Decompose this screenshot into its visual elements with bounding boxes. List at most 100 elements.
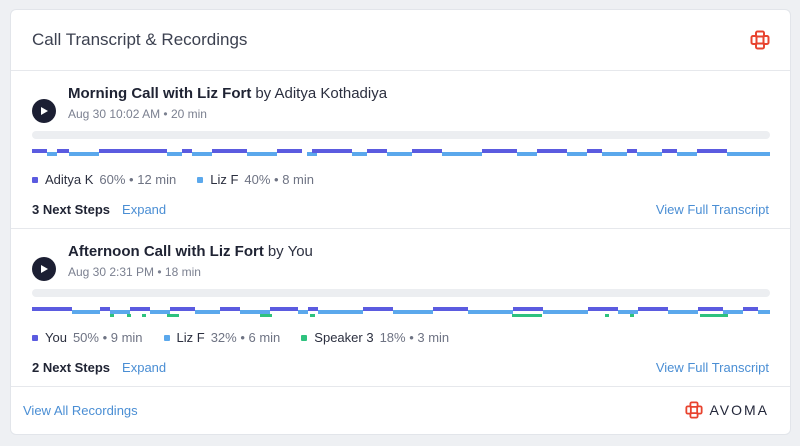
speaker-segment	[537, 149, 567, 153]
speaker-segment	[308, 307, 318, 311]
legend-item: Speaker 3 18% • 3 min	[301, 330, 449, 345]
call-transcript-card: Call Transcript & Recordings Morning Cal…	[10, 9, 791, 435]
speaker-segment	[363, 307, 393, 311]
speaker-segment	[700, 314, 728, 317]
speaker-segment	[47, 152, 57, 156]
speaker-segment	[698, 307, 723, 311]
speaker-segment	[182, 149, 192, 153]
speaker-segment	[220, 307, 240, 311]
speaker-legend: Aditya K 60% • 12 min Liz F 40% • 8 min	[32, 172, 335, 187]
call-footer-row: 3 Next Steps Expand View Full Transcript	[32, 202, 769, 217]
speaker-segment	[468, 310, 513, 314]
play-button[interactable]	[32, 257, 56, 281]
speaker-legend: You 50% • 9 min Liz F 32% • 6 min Speake…	[32, 330, 470, 345]
speaker-segment	[170, 307, 195, 311]
speaker-name: Speaker 3	[314, 330, 374, 345]
avoma-logo-icon	[685, 401, 704, 419]
speaker-segment	[142, 314, 146, 317]
speaker-name: Aditya K	[45, 172, 94, 187]
speaker-segment	[212, 149, 247, 153]
view-full-transcript-link[interactable]: View Full Transcript	[655, 360, 769, 375]
speaker-segment	[150, 310, 170, 314]
call-owner: by You	[267, 243, 313, 260]
speaker-segment	[638, 307, 668, 311]
speaker-segment	[312, 149, 352, 153]
speaker-segment	[513, 307, 543, 311]
avoma-logo-icon	[750, 30, 770, 50]
speaker-segment	[195, 310, 220, 314]
view-full-transcript-link[interactable]: View Full Transcript	[655, 202, 769, 217]
call-item-morning: Morning Call with Liz Fort by Aditya Koth…	[11, 71, 790, 229]
next-steps-count: 3 Next Steps	[32, 202, 111, 217]
speaker-segment	[69, 152, 99, 156]
speaker-segment	[433, 307, 468, 311]
speaker-color-swatch	[163, 334, 170, 341]
speaker-segment	[110, 310, 130, 314]
speaker-segment	[127, 314, 131, 317]
speaker-segment	[567, 152, 587, 156]
speaker-segment	[588, 307, 618, 311]
call-title[interactable]: Afternoon Call with Liz Fort	[68, 243, 264, 260]
brand-logo: AVOMA	[685, 401, 769, 419]
speaker-segment	[240, 310, 270, 314]
speaker-color-swatch	[32, 334, 38, 341]
speaker-name: Liz F	[176, 330, 205, 345]
speaker-segment	[260, 314, 272, 317]
call-owner: by Aditya Kothadiya	[255, 85, 388, 102]
speaker-segment	[57, 149, 69, 153]
speaker-segment	[32, 149, 47, 153]
speaker-segment	[270, 307, 298, 311]
legend-item: Aditya K 60% • 12 min	[32, 172, 176, 187]
play-button[interactable]	[32, 99, 56, 123]
speaker-segment	[758, 310, 770, 314]
speaker-segment	[677, 152, 697, 156]
speaker-color-swatch	[197, 176, 204, 183]
speaker-segment	[307, 152, 317, 156]
call-title-row: Afternoon Call with Liz Fort by You	[68, 243, 313, 260]
speaker-segment	[662, 149, 677, 153]
speaker-segment	[247, 152, 277, 156]
call-meta: Aug 30 2:31 PM • 18 min	[68, 265, 201, 279]
speaker-segment	[482, 149, 517, 153]
speaker-segment	[587, 149, 602, 153]
speaker-segment	[723, 310, 743, 314]
speaker-stat: 32% • 6 min	[210, 330, 281, 345]
speaker-segment	[277, 149, 302, 153]
playback-progress-track[interactable]	[32, 289, 770, 297]
speaker-segment	[167, 152, 182, 156]
play-icon	[41, 265, 48, 273]
speaker-timeline[interactable]	[32, 149, 770, 159]
speaker-name: Liz F	[210, 172, 239, 187]
speaker-segment	[298, 310, 308, 314]
view-all-recordings-link[interactable]: View All Recordings	[23, 402, 138, 418]
speaker-stat: 40% • 8 min	[244, 172, 315, 187]
speaker-segment	[167, 314, 179, 317]
legend-item: You 50% • 9 min	[32, 330, 143, 345]
speaker-stat: 18% • 3 min	[379, 330, 450, 345]
speaker-color-swatch	[32, 176, 38, 183]
speaker-segment	[367, 149, 387, 153]
speaker-segment	[100, 307, 110, 311]
speaker-segment	[627, 149, 637, 153]
speaker-timeline[interactable]	[32, 307, 770, 317]
speaker-segment	[192, 152, 212, 156]
call-footer-row: 2 Next Steps Expand View Full Transcript	[32, 360, 769, 375]
speaker-color-swatch	[301, 334, 308, 341]
speaker-segment	[630, 314, 634, 317]
speaker-segment	[727, 152, 770, 156]
legend-item: Liz F 40% • 8 min	[197, 172, 314, 187]
speaker-segment	[318, 310, 363, 314]
speaker-segment	[602, 152, 627, 156]
expand-link[interactable]: Expand	[122, 202, 167, 217]
call-title[interactable]: Morning Call with Liz Fort	[68, 85, 252, 102]
call-title-row: Morning Call with Liz Fort by Aditya Koth…	[68, 85, 387, 102]
speaker-segment	[110, 314, 114, 317]
playback-progress-track[interactable]	[32, 131, 770, 139]
speaker-segment	[618, 310, 638, 314]
speaker-segment	[99, 149, 167, 153]
expand-link[interactable]: Expand	[122, 360, 167, 375]
speaker-segment	[393, 310, 433, 314]
speaker-name: You	[45, 330, 67, 345]
speaker-segment	[412, 149, 442, 153]
speaker-segment	[637, 152, 662, 156]
